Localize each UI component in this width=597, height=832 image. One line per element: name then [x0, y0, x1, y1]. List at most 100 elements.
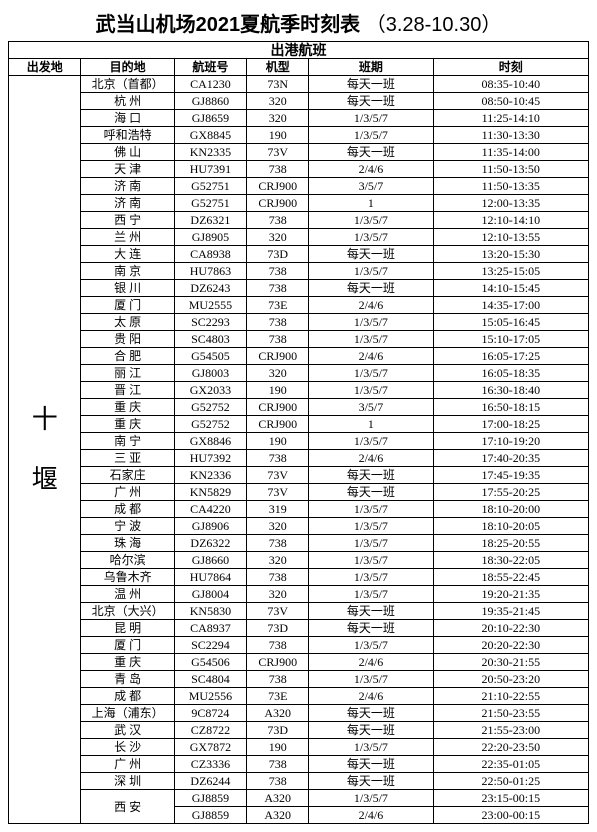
flight-no-cell: KN5830 — [174, 603, 246, 620]
days-cell: 1/3/5/7 — [309, 433, 433, 450]
time-cell: 17:55-20:25 — [433, 484, 588, 501]
flight-no-cell: SC2293 — [174, 314, 246, 331]
dest-cell: 丽 江 — [81, 365, 174, 382]
aircraft-cell: 73E — [247, 297, 309, 314]
table-row: 兰 州GJ89053201/3/5/712:10-13:55 — [9, 229, 589, 246]
aircraft-cell: 320 — [247, 229, 309, 246]
time-cell: 19:20-21:35 — [433, 586, 588, 603]
flight-no-cell: GJ8660 — [174, 552, 246, 569]
days-cell: 1/3/5/7 — [309, 790, 433, 807]
table-row: 哈尔滨GJ86603201/3/5/718:30-22:05 — [9, 552, 589, 569]
aircraft-cell: 738 — [247, 773, 309, 790]
dest-cell: 银 川 — [81, 280, 174, 297]
flight-no-cell: GX7872 — [174, 739, 246, 756]
time-cell: 22:35-01:05 — [433, 756, 588, 773]
days-cell: 每天一班 — [309, 620, 433, 637]
table-row: 晋 江GX20331901/3/5/716:30-18:40 — [9, 382, 589, 399]
aircraft-cell: CRJ900 — [247, 178, 309, 195]
aircraft-cell: 738 — [247, 671, 309, 688]
days-cell: 3/5/7 — [309, 399, 433, 416]
aircraft-cell: 738 — [247, 637, 309, 654]
dest-cell: 西 安 — [81, 790, 174, 824]
dest-cell: 石家庄 — [81, 467, 174, 484]
origin-cell: 十堰 — [9, 76, 81, 824]
aircraft-cell: 73V — [247, 467, 309, 484]
time-cell: 17:45-19:35 — [433, 467, 588, 484]
table-row: 贵 阳SC48037381/3/5/715:10-17:05 — [9, 331, 589, 348]
flight-no-cell: CA4220 — [174, 501, 246, 518]
col-departure: 出发地 — [9, 59, 81, 76]
aircraft-cell: 190 — [247, 433, 309, 450]
flight-no-cell: HU7864 — [174, 569, 246, 586]
dest-cell: 南 宁 — [81, 433, 174, 450]
aircraft-cell: 320 — [247, 518, 309, 535]
time-cell: 16:50-18:15 — [433, 399, 588, 416]
dest-cell: 三 亚 — [81, 450, 174, 467]
table-row: 大 连CA893873D每天一班13:20-15:30 — [9, 246, 589, 263]
table-row: 昆 明CA893773D每天一班20:10-22:30 — [9, 620, 589, 637]
flight-no-cell: GJ8659 — [174, 110, 246, 127]
days-cell: 1/3/5/7 — [309, 501, 433, 518]
flight-no-cell: GJ8860 — [174, 93, 246, 110]
table-row: 深 圳DZ6244738每天一班22:50-01:25 — [9, 773, 589, 790]
flight-no-cell: G54505 — [174, 348, 246, 365]
aircraft-cell: 320 — [247, 93, 309, 110]
days-cell: 2/4/6 — [309, 161, 433, 178]
time-cell: 14:10-15:45 — [433, 280, 588, 297]
aircraft-cell: 738 — [247, 212, 309, 229]
flight-no-cell: 9C8724 — [174, 705, 246, 722]
dest-cell: 宁 波 — [81, 518, 174, 535]
aircraft-cell: 738 — [247, 331, 309, 348]
time-cell: 15:10-17:05 — [433, 331, 588, 348]
flight-no-cell: GJ8859 — [174, 790, 246, 807]
dest-cell: 珠 海 — [81, 535, 174, 552]
dest-cell: 厦 门 — [81, 297, 174, 314]
aircraft-cell: CRJ900 — [247, 399, 309, 416]
time-cell: 12:10-14:10 — [433, 212, 588, 229]
aircraft-cell: 738 — [247, 263, 309, 280]
title-date-range: （3.28-10.30） — [366, 14, 502, 36]
flight-no-cell: HU7391 — [174, 161, 246, 178]
table-row: 重 庆G52752CRJ9003/5/716:50-18:15 — [9, 399, 589, 416]
days-cell: 每天一班 — [309, 246, 433, 263]
time-cell: 16:05-17:25 — [433, 348, 588, 365]
table-row: 成 都MU255673E2/4/621:10-22:55 — [9, 688, 589, 705]
dest-cell: 海 口 — [81, 110, 174, 127]
flight-no-cell: KN2336 — [174, 467, 246, 484]
table-row: 温 州GJ80043201/3/5/719:20-21:35 — [9, 586, 589, 603]
section-header: 出港航班 — [9, 42, 589, 59]
aircraft-cell: 73D — [247, 246, 309, 263]
flight-no-cell: DZ6321 — [174, 212, 246, 229]
aircraft-cell: 738 — [247, 756, 309, 773]
dest-cell: 哈尔滨 — [81, 552, 174, 569]
aircraft-cell: 73V — [247, 603, 309, 620]
flight-no-cell: G52751 — [174, 178, 246, 195]
aircraft-cell: 73E — [247, 688, 309, 705]
table-row: 丽 江GJ80033201/3/5/716:05-18:35 — [9, 365, 589, 382]
table-row: 重 庆G54506CRJ9002/4/620:30-21:55 — [9, 654, 589, 671]
dest-cell: 广 州 — [81, 756, 174, 773]
time-cell: 20:30-21:55 — [433, 654, 588, 671]
table-row: 西 宁DZ63217381/3/5/712:10-14:10 — [9, 212, 589, 229]
aircraft-cell: 738 — [247, 569, 309, 586]
aircraft-cell: A320 — [247, 790, 309, 807]
time-cell: 18:10-20:00 — [433, 501, 588, 518]
days-cell: 1/3/5/7 — [309, 365, 433, 382]
dest-cell: 大 连 — [81, 246, 174, 263]
page-title: 武当山机场2021夏航季时刻表 （3.28-10.30） — [8, 8, 589, 37]
days-cell: 1/3/5/7 — [309, 518, 433, 535]
dest-cell: 温 州 — [81, 586, 174, 603]
flight-no-cell: CZ3336 — [174, 756, 246, 773]
days-cell: 1/3/5/7 — [309, 586, 433, 603]
table-row: 宁 波GJ89063201/3/5/718:10-20:05 — [9, 518, 589, 535]
aircraft-cell: A320 — [247, 705, 309, 722]
aircraft-cell: CRJ900 — [247, 195, 309, 212]
aircraft-cell: 320 — [247, 586, 309, 603]
time-cell: 12:10-13:55 — [433, 229, 588, 246]
aircraft-cell: 738 — [247, 280, 309, 297]
table-row: 广 州CZ3336738每天一班22:35-01:05 — [9, 756, 589, 773]
table-row: 西 安GJ8859A3201/3/5/723:15-00:15 — [9, 790, 589, 807]
days-cell: 1/3/5/7 — [309, 739, 433, 756]
dest-cell: 南 京 — [81, 263, 174, 280]
flight-no-cell: GJ8905 — [174, 229, 246, 246]
